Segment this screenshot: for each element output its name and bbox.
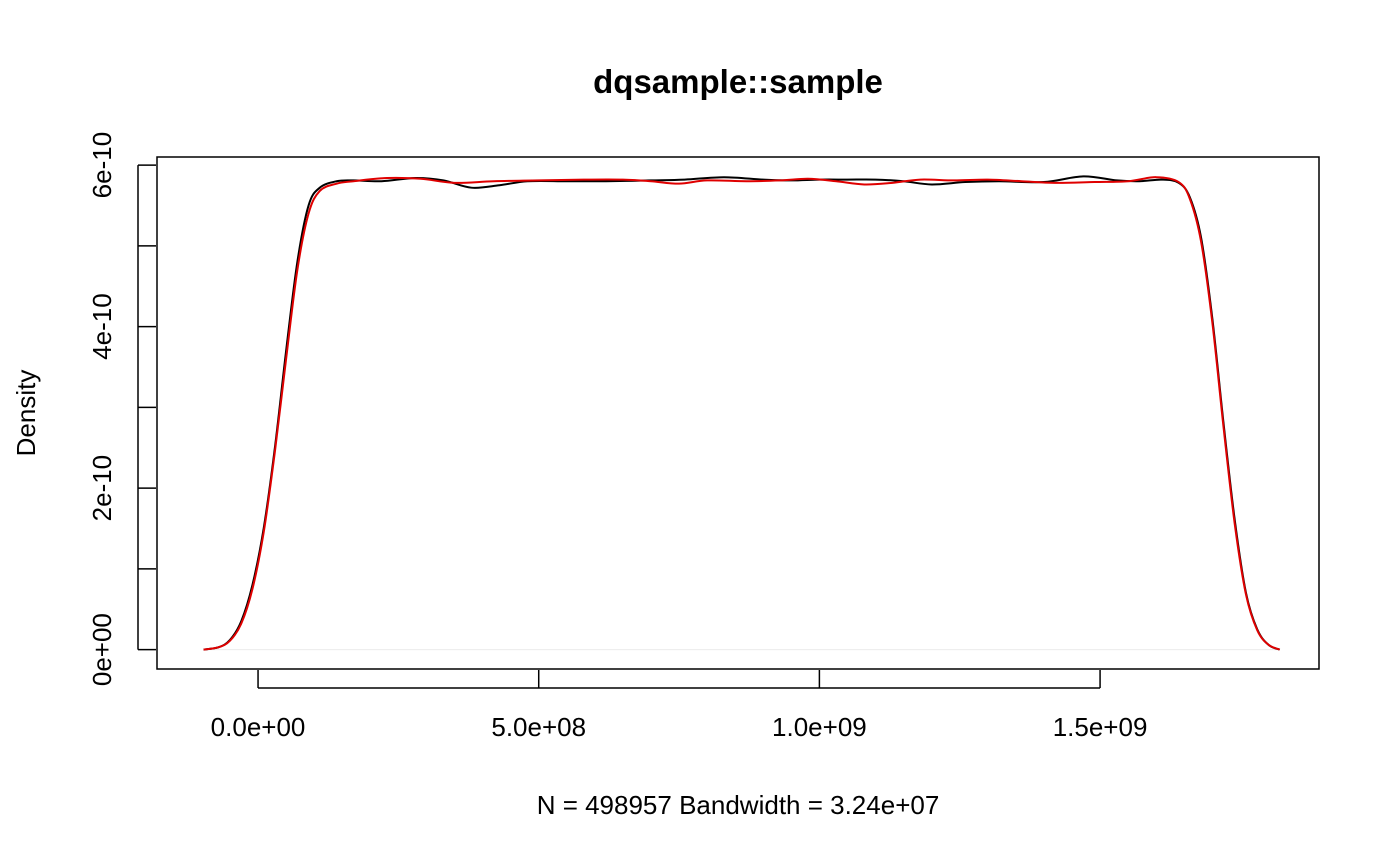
- y-tick-label: 6e-10: [87, 132, 117, 199]
- y-tick-label: 4e-10: [87, 293, 117, 360]
- x-tick-label: 1.5e+09: [1053, 712, 1148, 742]
- density-line-2: [203, 176, 1281, 651]
- x-axis-label: N = 498957 Bandwidth = 3.24e+07: [537, 790, 940, 820]
- density-line-1: [203, 175, 1281, 651]
- y-tick-label: 2e-10: [87, 455, 117, 522]
- x-axis: 0.0e+00 5.0e+08 1.0e+09 1.5e+09: [211, 670, 1148, 742]
- x-tick-label: 1.0e+09: [772, 712, 867, 742]
- x-tick-label: 5.0e+08: [491, 712, 586, 742]
- y-tick-label: 0e+00: [87, 613, 117, 686]
- plot-frame: [156, 156, 1320, 670]
- y-axis: 0e+00 2e-10 4e-10 6e-10: [87, 132, 156, 686]
- x-tick-label: 0.0e+00: [211, 712, 306, 742]
- series-layer: [203, 175, 1281, 651]
- chart-title: dqsample::sample: [593, 63, 883, 100]
- y-axis-label: Density: [11, 370, 41, 457]
